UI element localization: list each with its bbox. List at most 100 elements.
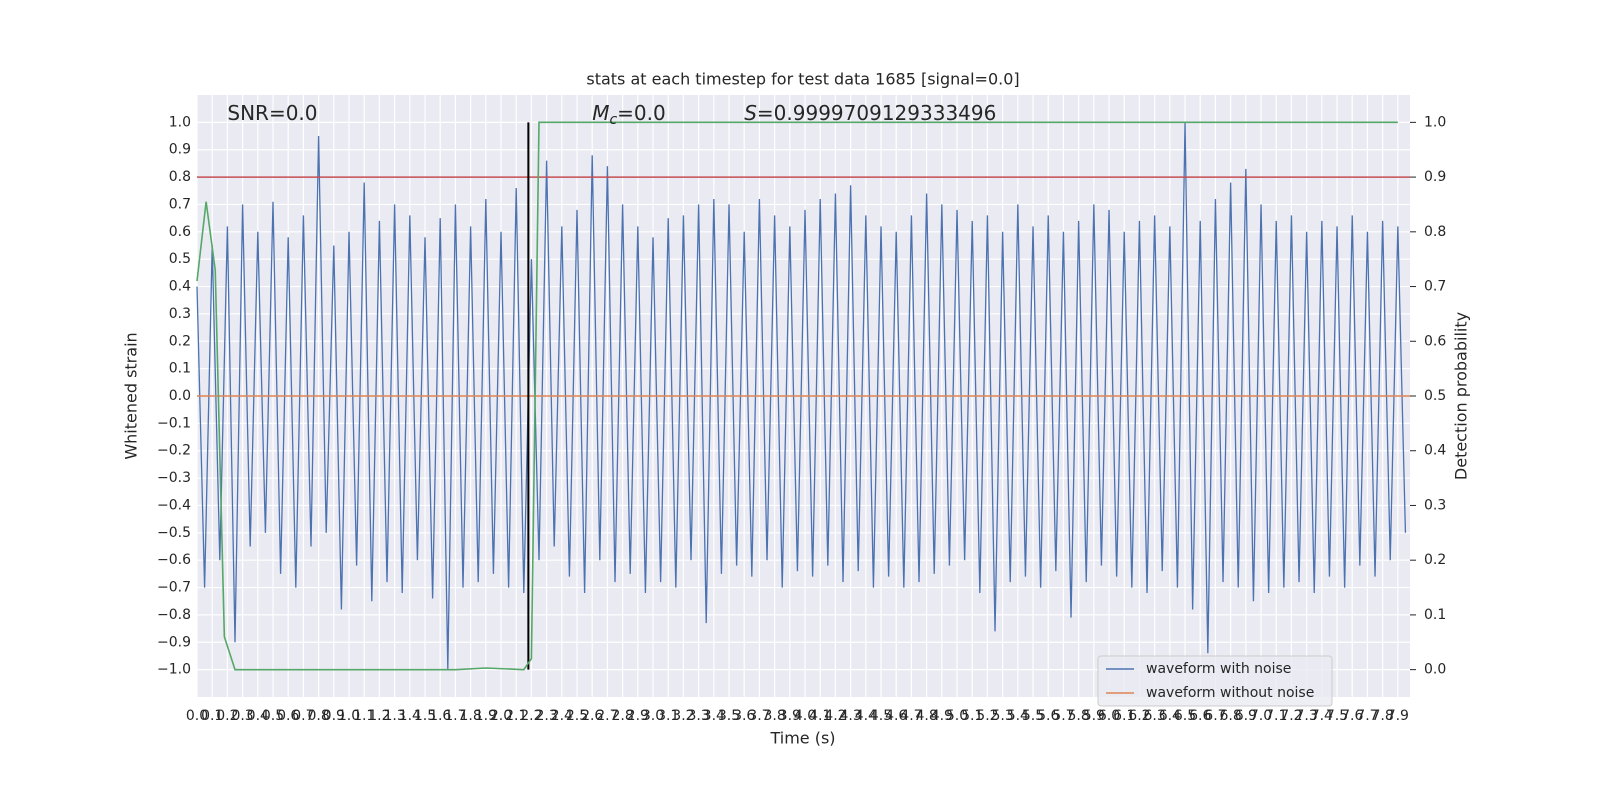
x-tick-label: 7.5 [1326, 708, 1348, 724]
x-tick-label: 1.3 [383, 708, 405, 724]
x-tick-label: 2.5 [566, 708, 588, 724]
x-tick-label: 0.8 [307, 708, 329, 724]
x-tick-label: 6.0 [1098, 708, 1120, 724]
y-tick-label: 0.2 [169, 333, 191, 349]
x-tick-label: 0.4 [247, 708, 269, 724]
annotation-subscript: c [609, 112, 617, 128]
y-tick-label: −0.4 [157, 497, 191, 513]
x-tick-label: 0.7 [292, 708, 314, 724]
x-tick-label: 7.9 [1387, 708, 1409, 724]
annotation-symbol: S [744, 101, 757, 125]
x-tick-label: 1.7 [444, 708, 466, 724]
x-tick-label: 0.5 [262, 708, 284, 724]
x-tick-label: 2.4 [551, 708, 573, 724]
y2-tick-label: 0.3 [1424, 497, 1446, 513]
x-tick-label: 7.1 [1265, 708, 1287, 724]
y2-tick-label: 0.7 [1424, 279, 1446, 295]
x-tick-label: 3.7 [748, 708, 770, 724]
y2-tick-label: 0.2 [1424, 552, 1446, 568]
x-tick-label: 2.0 [490, 708, 512, 724]
x-tick-label: 5.5 [1022, 708, 1044, 724]
x-tick-label: 6.6 [1189, 708, 1211, 724]
chart-title: stats at each timestep for test data 168… [586, 70, 1019, 89]
x-tick-label: 5.3 [991, 708, 1013, 724]
annotation-symbol: M [592, 101, 609, 125]
x-tick-label: 4.0 [794, 708, 816, 724]
y2-tick-label: 0.8 [1424, 224, 1446, 240]
y-tick-label: 0.5 [169, 251, 191, 267]
x-tick-label: 2.1 [505, 708, 527, 724]
annotation: Mc=0.0 [592, 101, 666, 128]
x-tick-label: 2.7 [596, 708, 618, 724]
y-axis-label: Whitened strain [122, 332, 141, 459]
y-tick-label: −0.9 [157, 634, 191, 650]
x-tick-label: 4.5 [870, 708, 892, 724]
y-tick-label: 0.3 [169, 306, 191, 322]
y2-tick-label: 0.9 [1424, 169, 1446, 185]
x-tick-label: 6.7 [1204, 708, 1226, 724]
x-tick-label: 2.3 [535, 708, 557, 724]
x-tick-label: 3.6 [733, 708, 755, 724]
x-tick-label: 1.6 [429, 708, 451, 724]
x-tick-label: 5.2 [976, 708, 998, 724]
y-tick-label: 0.1 [169, 361, 191, 377]
x-tick-label: 5.1 [961, 708, 983, 724]
x-tick-label: 5.9 [1083, 708, 1105, 724]
x-tick-label: 5.4 [1007, 708, 1029, 724]
x-tick-label: 4.7 [900, 708, 922, 724]
x-tick-label: 6.4 [1159, 708, 1181, 724]
x-tick-label: 4.1 [809, 708, 831, 724]
x-tick-label: 1.8 [459, 708, 481, 724]
marks [196, 121, 1410, 671]
labels: 0.00.10.20.30.40.50.60.70.80.91.01.11.21… [157, 101, 1446, 724]
x-tick-label: 0.0 [186, 708, 208, 724]
x-tick-label: 5.8 [1067, 708, 1089, 724]
y2-tick-label: 0.1 [1424, 607, 1446, 623]
x-tick-label: 2.2 [520, 708, 542, 724]
x-tick-label: 6.3 [1143, 708, 1165, 724]
x-tick-label: 1.9 [475, 708, 497, 724]
x-tick-label: 7.2 [1280, 708, 1302, 724]
x-tick-label: 3.9 [779, 708, 801, 724]
x-tick-label: 6.8 [1220, 708, 1242, 724]
x-tick-label: 2.6 [581, 708, 603, 724]
x-tick-label: 1.4 [399, 708, 421, 724]
y2-tick-label: 1.0 [1424, 114, 1446, 130]
x-tick-label: 2.9 [627, 708, 649, 724]
x-tick-label: 3.5 [718, 708, 740, 724]
y2-tick-label: 0.0 [1424, 662, 1446, 678]
x-tick-label: 1.2 [368, 708, 390, 724]
x-tick-label: 3.2 [672, 708, 694, 724]
x-tick-label: 6.2 [1128, 708, 1150, 724]
y-tick-label: 1.0 [169, 114, 191, 130]
x-tick-label: 6.9 [1235, 708, 1257, 724]
x-tick-label: 7.7 [1356, 708, 1378, 724]
y-tick-label: 0.7 [169, 196, 191, 212]
annotation: SNR=0.0 [227, 101, 317, 125]
x-tick-label: 5.6 [1037, 708, 1059, 724]
y-tick-label: −1.0 [157, 662, 191, 678]
annotation-text: SNR=0.0 [227, 101, 317, 125]
y-tick-label: −0.6 [157, 552, 191, 568]
x-tick-label: 7.4 [1311, 708, 1333, 724]
x-tick-label: 0.3 [231, 708, 253, 724]
y-tick-label: −0.7 [157, 580, 191, 596]
x-tick-label: 4.9 [931, 708, 953, 724]
x-tick-label: 1.1 [353, 708, 375, 724]
x-tick-label: 3.8 [763, 708, 785, 724]
y-tick-label: −0.3 [157, 470, 191, 486]
x-tick-label: 5.0 [946, 708, 968, 724]
x-tick-label: 4.4 [855, 708, 877, 724]
y2-axis-label: Detection probability [1452, 312, 1471, 480]
x-tick-label: 0.9 [323, 708, 345, 724]
y-tick-label: −0.1 [157, 415, 191, 431]
annotation-text: =0.9999709129333496 [757, 101, 996, 125]
y2-tick-label: 0.6 [1424, 333, 1446, 349]
x-tick-label: 1.0 [338, 708, 360, 724]
x-tick-label: 2.8 [611, 708, 633, 724]
y-tick-label: 0.6 [169, 224, 191, 240]
x-tick-label: 0.6 [277, 708, 299, 724]
x-tick-label: 3.1 [657, 708, 679, 724]
x-tick-label: 7.0 [1250, 708, 1272, 724]
